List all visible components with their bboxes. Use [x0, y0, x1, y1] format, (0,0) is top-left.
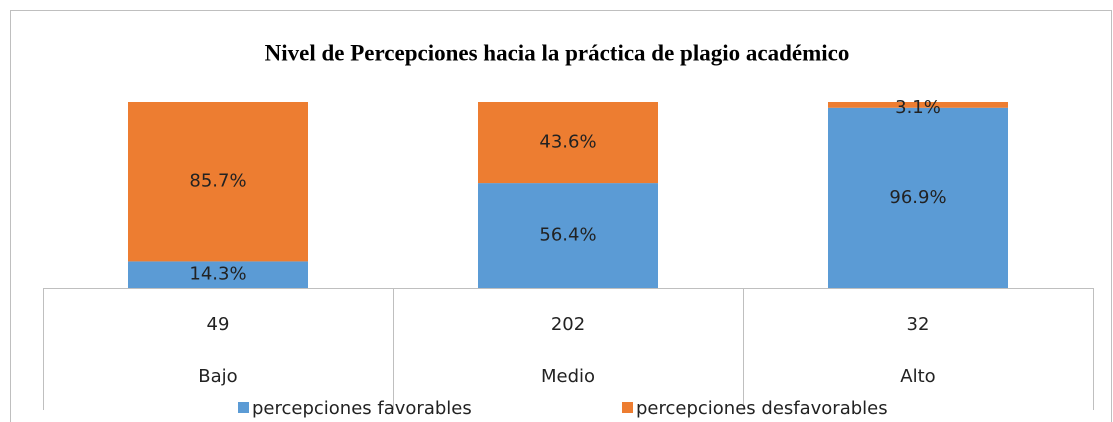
bar-segment — [828, 102, 1008, 108]
bar-segment — [478, 102, 658, 184]
data-label: 56.4% — [539, 225, 596, 246]
legend-label: percepciones favorables — [252, 398, 472, 419]
legend-label: percepciones desfavorables — [636, 398, 888, 419]
data-label: 43.6% — [539, 132, 596, 153]
data-label: 85.7% — [189, 171, 246, 192]
x-tick-label: Bajo — [198, 366, 237, 387]
legend-swatch — [238, 402, 249, 413]
data-label: 3.1% — [895, 97, 941, 118]
chart-border — [10, 10, 1112, 422]
x-tick-label: Medio — [541, 366, 595, 387]
x-tick-label: Alto — [900, 366, 935, 387]
count-label: 202 — [551, 314, 585, 335]
chart-title: Nivel de Percepciones hacia la práctica … — [265, 40, 850, 65]
bar-segment — [128, 261, 308, 288]
legend-swatch — [622, 402, 633, 413]
data-label: 96.9% — [889, 187, 946, 208]
data-label: 14.3% — [189, 264, 246, 285]
bar-segment — [828, 107, 1008, 289]
count-label: 49 — [207, 314, 230, 335]
bar-segment — [128, 102, 308, 262]
bar-segment — [478, 183, 658, 288]
count-label: 32 — [907, 314, 930, 335]
